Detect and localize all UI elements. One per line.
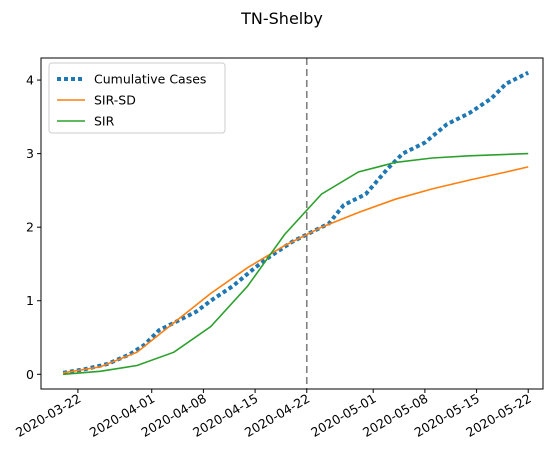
y-tick-label: 3 [26,146,34,161]
series-line-sir [63,152,529,376]
y-tick-label: 0 [26,367,34,382]
legend-label: SIR-SD [94,93,136,108]
legend-box [48,62,226,134]
chart-title: TN-Shelby [240,9,323,28]
y-tick-label: 2 [26,220,34,235]
plot-content [62,58,530,389]
plot-frame [40,57,544,390]
y-tick-label: 1 [26,293,34,308]
y-tick-label: 4 [26,73,34,88]
legend-label: SIR [94,114,115,129]
legend-label: Cumulative Cases [94,72,206,87]
legend: Cumulative Cases SIR-SD SIR [48,62,226,134]
x-tick-label: 2020-03-22 [13,391,83,440]
series-line-sir-sd [62,166,529,374]
